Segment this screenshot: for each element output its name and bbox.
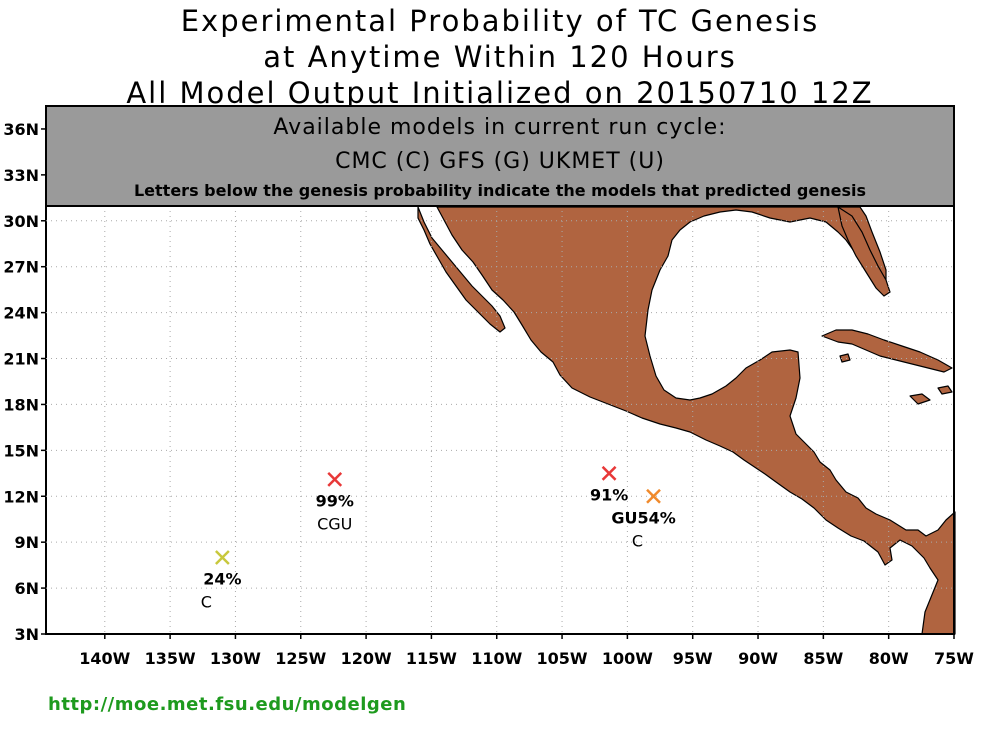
legend-line-2: CMC (C) GFS (G) UKMET (U) [335,149,665,174]
lat-label: 12N [3,487,39,506]
lat-label: 3N [14,625,39,644]
genesis-x-mark [214,550,230,565]
model-legend-box: Available models in current run cycle: C… [45,105,955,207]
lon-label: 90W [738,649,778,668]
longitude-labels: 140W 135W 130W 125W 120W 115W 110W 105W 100W 95W 9… [79,649,974,668]
lat-label: 33N [3,166,39,185]
genesis-models-prefix: GU [611,508,637,527]
genesis-marker[interactable]: 54%GU C [611,488,676,551]
genesis-probability: 54% [638,508,676,527]
lon-label: 95W [673,649,713,668]
lon-label: 80W [869,649,909,668]
source-url[interactable]: http://moe.met.fsu.edu/modelgen [48,694,407,715]
title-line-1: Experimental Probability of TC Genesis [180,4,820,38]
genesis-x-mark [327,472,343,487]
lon-label: 85W [803,649,843,668]
lat-label: 36N [3,120,39,139]
baja-california [417,206,506,333]
lon-label: 115W [406,649,457,668]
lon-label: 100W [602,649,653,668]
title-line-3: All Model Output Initialized on 20150710… [126,76,874,110]
lon-label: 135W [145,649,196,668]
florida [837,205,891,297]
genesis-x-mark [601,465,617,481]
genesis-probability: 99% [316,491,354,510]
genesis-points: 99% CGU 91% 54%GU C 24% C [201,465,676,612]
island-small-1 [839,353,851,363]
genesis-marker[interactable]: 91% [590,465,628,505]
lon-label: 75W [934,649,974,668]
lon-label: 130W [210,649,261,668]
lon-label: 105W [537,649,588,668]
lon-label: 125W [275,649,326,668]
lat-label: 6N [14,579,39,598]
land-masses [417,206,956,635]
lon-label: 120W [341,649,392,668]
legend-line-3: Letters below the genesis probability in… [134,181,866,200]
genesis-probability: 24% [203,569,241,588]
legend-line-1: Available models in current run cycle: [273,115,726,140]
genesis-models: CGU [317,514,352,533]
graticule [41,106,955,639]
lat-label: 30N [3,212,39,231]
genesis-x-mark [646,488,661,504]
genesis-models: C [201,592,212,611]
genesis-marker[interactable]: 24% C [201,550,242,612]
island-small-2 [909,393,931,405]
lat-label: 27N [3,258,39,277]
lat-label: 9N [14,533,39,552]
cuba [821,329,953,373]
lon-label: 140W [79,649,130,668]
island-small-3 [937,385,953,395]
genesis-probability: 91% [590,485,628,504]
latitude-labels: 36N 33N 30N 27N 24N 21N 18N 15N 12N 9N 6N 3N [3,120,39,644]
lon-label: 110W [471,649,522,668]
lat-label: 18N [3,395,39,414]
genesis-models: C [632,531,643,550]
title-line-2: at Anytime Within 120 Hours [263,40,737,74]
lat-label: 21N [3,350,39,369]
lat-label: 24N [3,304,39,323]
genesis-marker[interactable]: 99% CGU [316,472,354,534]
lat-label: 15N [3,441,39,460]
mainland-north-america [436,206,956,635]
